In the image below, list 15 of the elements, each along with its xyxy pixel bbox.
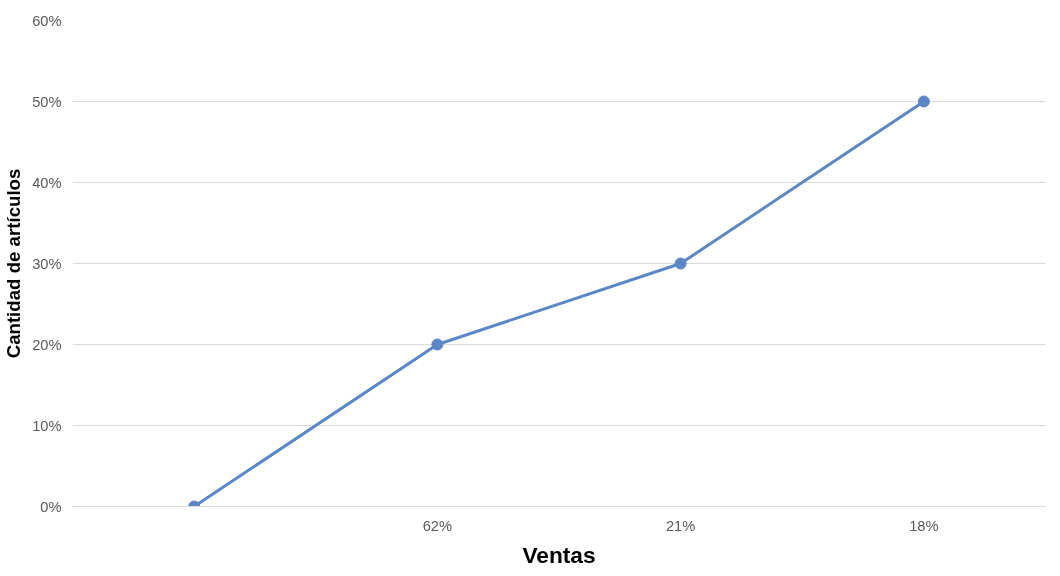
- y-tick-label: 60%: [32, 12, 62, 29]
- x-tick-label: 18%: [909, 517, 939, 534]
- y-tick-label: 20%: [32, 336, 62, 353]
- y-axis-title: Cantidad de artículos: [3, 168, 25, 359]
- x-axis-title: Ventas: [522, 541, 596, 568]
- y-tick-label: 30%: [32, 255, 62, 272]
- y-tick-label: 0%: [40, 498, 62, 515]
- y-tick-label: 40%: [32, 174, 62, 191]
- x-tick-label: 62%: [422, 517, 453, 534]
- x-tick-label: 21%: [665, 517, 696, 534]
- point: [674, 257, 687, 270]
- point: [431, 338, 444, 351]
- y-tick-label: 50%: [32, 93, 62, 110]
- point: [917, 95, 930, 108]
- y-tick-label: 10%: [32, 417, 62, 434]
